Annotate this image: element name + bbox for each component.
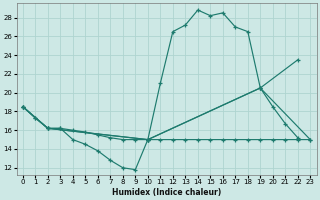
X-axis label: Humidex (Indice chaleur): Humidex (Indice chaleur) [112,188,221,197]
